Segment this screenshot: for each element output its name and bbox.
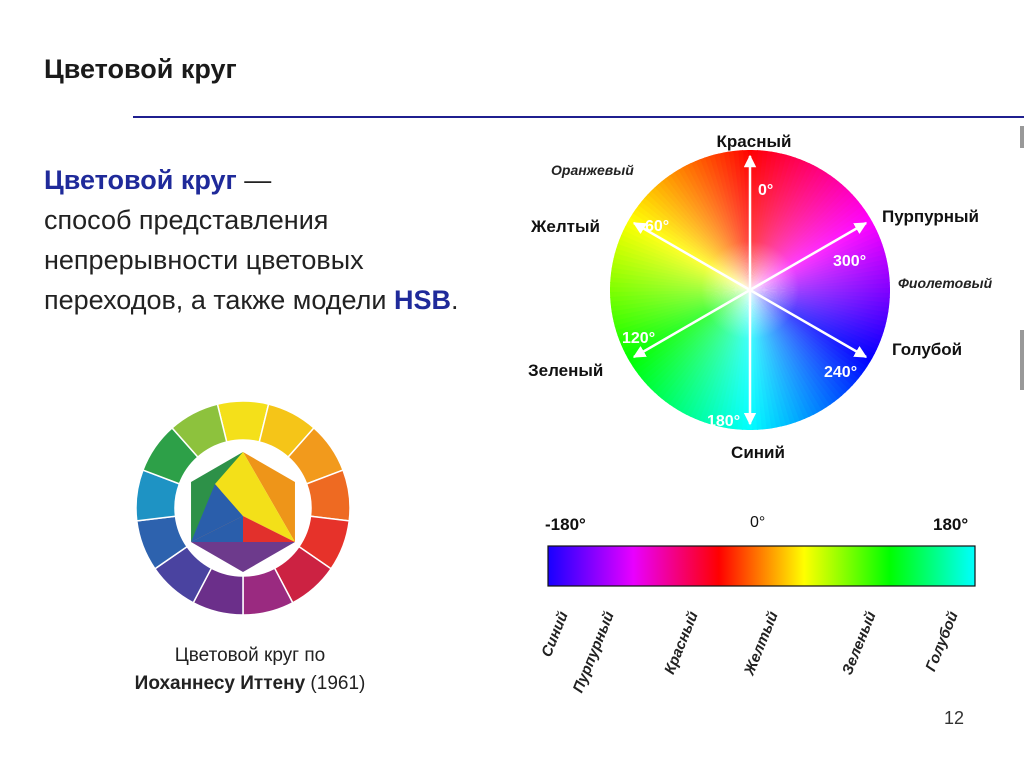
label-orange: Оранжевый (551, 162, 634, 178)
huebar-left-label: -180° (545, 515, 586, 534)
page-number: 12 (944, 708, 965, 728)
huebar-color-label: Синий (538, 609, 572, 659)
edge-mark-middle (1020, 330, 1024, 390)
slide-title: Цветовой круг (44, 54, 237, 84)
hsb-axis-arrow (632, 288, 751, 359)
itten-hex-orange (243, 452, 295, 542)
degree-60: 60° (645, 218, 669, 235)
hsb-axis-arrow (632, 221, 751, 292)
degree-240: 240° (824, 364, 857, 381)
degree-0: 0° (758, 182, 773, 199)
itten-triangle-yellow-left (215, 452, 243, 516)
degree-180: 180° (707, 413, 740, 430)
itten-caption-year: (1961) (305, 673, 366, 694)
definition-dash: — (236, 165, 272, 195)
hsb-wheel-wedges (610, 150, 890, 430)
label-cyan: Голубой (892, 340, 962, 359)
label-green: Зеленый (528, 361, 603, 380)
itten-triangle-yellow-right (243, 452, 295, 542)
label-violet: Фиолетовый (898, 275, 993, 291)
itten-hex-violet (191, 542, 295, 572)
hsb-axis-arrow (749, 288, 868, 359)
huebar-right-label: 180° (933, 515, 968, 534)
degree-300: 300° (833, 253, 866, 270)
huebar-color-label: Голубой (922, 609, 961, 674)
huebar-color-label: Зеленый (839, 609, 880, 677)
hsb-wheel-axes (632, 154, 868, 426)
label-blue: Синий (731, 443, 785, 462)
itten-caption-name: Иоханнесу Иттену (134, 673, 306, 694)
degree-120: 120° (622, 330, 655, 347)
itten-ring-segment (170, 403, 228, 459)
title-divider (133, 116, 1024, 118)
huebar-color-label: Красный (661, 609, 702, 677)
itten-caption-line1: Цветовой круг по (174, 645, 326, 666)
huebar-color-label: Желтый (741, 609, 782, 678)
label-yellow: Желтый (530, 217, 600, 236)
definition-term: Цветовой круг (44, 165, 237, 195)
hue-bar (547, 545, 976, 587)
definition-acronym: HSB (394, 285, 452, 315)
itten-caption: Цветовой круг по Иоханнесу Иттену (1961) (80, 642, 420, 698)
huebar-center-label: 0° (750, 514, 765, 531)
definition-end: . (451, 285, 459, 315)
definition-text: Цветовой круг — способ представления неп… (44, 160, 504, 320)
itten-triangle-blue-upper (191, 484, 243, 542)
label-red: Красный (717, 132, 792, 151)
edge-mark-top (1020, 126, 1024, 148)
hsb-axis-arrow (749, 221, 868, 292)
definition-body: способ представления непрерывности цвето… (44, 205, 387, 315)
label-purple: Пурпурный (882, 207, 979, 226)
huebar-color-label: Пурпурный (570, 609, 618, 695)
